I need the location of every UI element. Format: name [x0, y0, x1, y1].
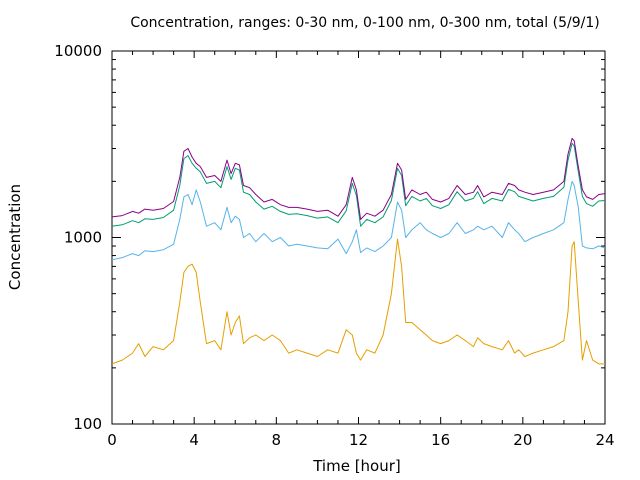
x-tick-label: 8 [272, 431, 282, 449]
series-line-3 [111, 238, 605, 365]
series-line-0 [111, 137, 606, 220]
x-tick-label: 4 [189, 431, 199, 449]
series-line-2 [111, 180, 606, 261]
chart-title: Concentration, ranges: 0-30 nm, 0-100 nm… [130, 15, 599, 31]
x-tick-label: 24 [595, 431, 614, 449]
x-tick-label: 20 [513, 431, 532, 449]
series-lines [111, 137, 606, 365]
y-tick-label: 1000 [64, 229, 102, 247]
x-tick-label: 0 [107, 431, 117, 449]
tick-labels: 0 4 8 12 16 20 24 100 1000 10000 [54, 42, 614, 449]
series-line-1 [111, 142, 606, 227]
axis-ticks [111, 50, 606, 425]
x-tick-label: 12 [349, 431, 368, 449]
x-tick-label: 16 [431, 431, 450, 449]
y-tick-label: 100 [73, 415, 102, 433]
x-axis-label: Time [hour] [312, 457, 401, 475]
y-axis-label: Concentration [6, 184, 24, 290]
y-tick-label: 10000 [54, 42, 102, 60]
plot-frame [111, 50, 606, 425]
